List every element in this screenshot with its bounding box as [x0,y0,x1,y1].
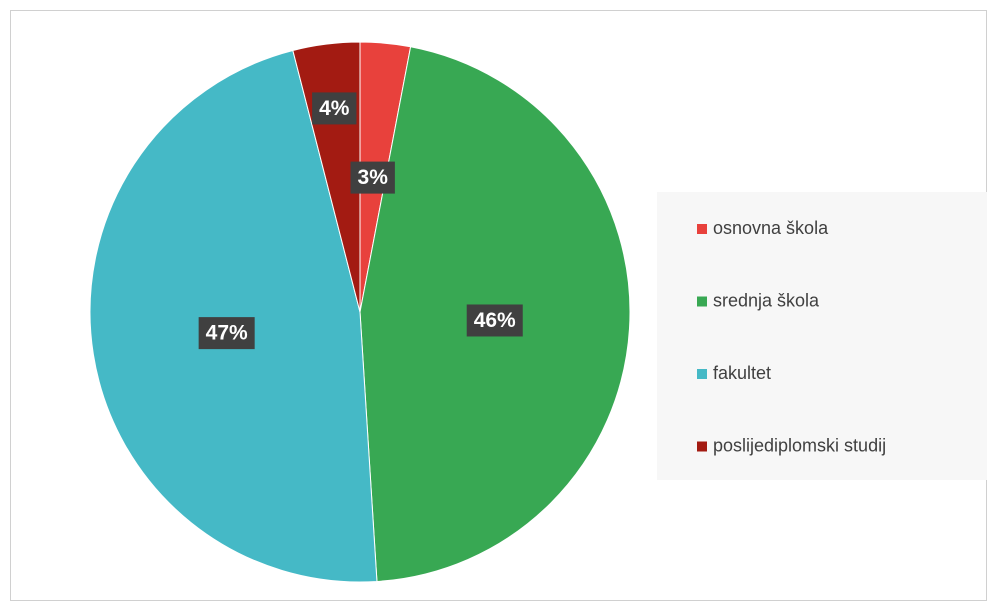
legend-label: fakultet [713,363,771,383]
data-label-box [312,92,357,125]
legend-box [657,192,987,480]
legend-swatch [697,224,707,234]
data-label: 46% [474,309,516,332]
data-label: 47% [206,322,248,345]
data-label-box [466,304,523,337]
legend-label: srednja škola [713,290,820,310]
legend-swatch [697,296,707,307]
legend-label: poslijediplomski studij [713,435,886,455]
data-label-box [198,317,255,350]
legend-swatch [697,441,707,452]
data-label-box [350,161,395,194]
data-label: 4% [319,97,350,120]
legend-label: osnovna škola [713,218,829,238]
legend-swatch [697,369,707,379]
data-label: 3% [358,166,389,189]
pie-slice [89,49,378,583]
